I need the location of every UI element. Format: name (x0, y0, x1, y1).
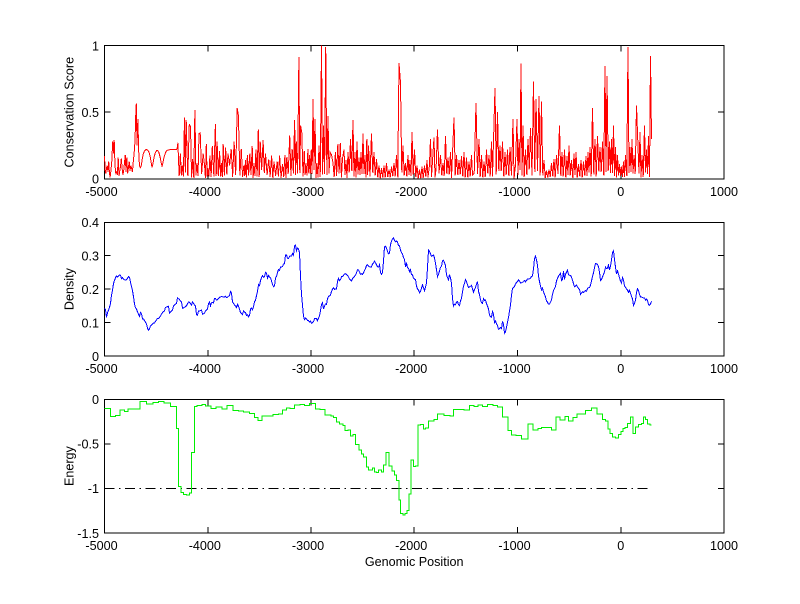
svg-text:0: 0 (92, 393, 99, 407)
svg-text:0: 0 (92, 350, 99, 364)
svg-text:-1: -1 (88, 482, 99, 496)
svg-text:-4000: -4000 (189, 362, 221, 376)
svg-text:0.3: 0.3 (81, 250, 99, 264)
svg-text:-0.5: -0.5 (77, 438, 99, 452)
svg-text:-1000: -1000 (498, 539, 530, 553)
svg-text:-5000: -5000 (85, 185, 117, 199)
svg-text:-2000: -2000 (395, 185, 427, 199)
svg-text:-4000: -4000 (189, 539, 221, 553)
svg-text:-2000: -2000 (395, 362, 427, 376)
svg-text:Conservation Score: Conservation Score (63, 57, 77, 168)
svg-text:-4000: -4000 (189, 185, 221, 199)
svg-text:1000: 1000 (710, 539, 738, 553)
svg-text:-2000: -2000 (395, 539, 427, 553)
svg-text:Energy: Energy (63, 445, 77, 486)
svg-text:0: 0 (617, 362, 624, 376)
svg-text:0.2: 0.2 (81, 283, 99, 297)
svg-text:-1000: -1000 (498, 185, 530, 199)
svg-text:-5000: -5000 (85, 539, 117, 553)
svg-text:-3000: -3000 (292, 539, 324, 553)
svg-text:Density: Density (63, 267, 77, 310)
svg-text:-1.5: -1.5 (77, 527, 99, 541)
svg-text:0: 0 (92, 173, 99, 187)
svg-text:0: 0 (617, 539, 624, 553)
svg-text:-3000: -3000 (292, 185, 324, 199)
svg-text:0.5: 0.5 (81, 106, 99, 120)
svg-text:0: 0 (617, 185, 624, 199)
svg-text:-3000: -3000 (292, 362, 324, 376)
svg-text:-5000: -5000 (85, 362, 117, 376)
svg-text:-1000: -1000 (498, 362, 530, 376)
svg-text:0.1: 0.1 (81, 316, 99, 330)
svg-text:0.4: 0.4 (81, 216, 99, 230)
svg-text:1000: 1000 (710, 185, 738, 199)
svg-text:1: 1 (92, 39, 99, 53)
svg-text:1000: 1000 (710, 362, 738, 376)
svg-text:Genomic Position: Genomic Position (365, 555, 464, 569)
